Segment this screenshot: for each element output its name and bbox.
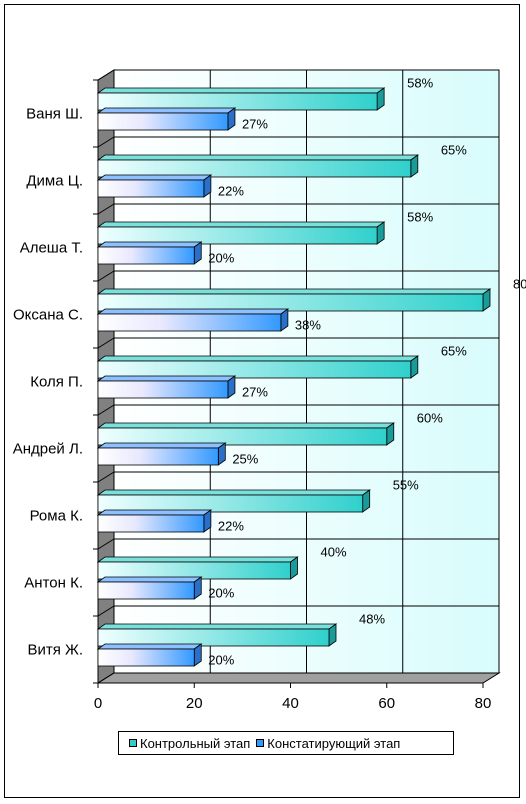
x-tick-label: 20 [186,695,203,712]
bar-series-2 [97,447,219,466]
data-label: 65% [441,143,467,158]
data-label: 60% [417,411,443,426]
bar-series-1 [97,427,388,446]
data-label: 27% [242,385,268,400]
bar-top-face [96,308,290,315]
bar-top-face [96,576,203,583]
data-label: 22% [218,184,244,199]
legend-item-series-1: Контрольный этап [129,736,250,751]
bar-series-2 [97,581,195,600]
gridline-side [97,203,115,215]
plot-floor [96,672,501,684]
bar-top-face [96,355,420,362]
bar-top-face [96,107,237,114]
data-label: 20% [208,586,234,601]
data-label: 80% [513,277,526,292]
bar-top-face [96,489,371,496]
data-label: 58% [407,210,433,225]
bar-top-face [96,422,395,429]
bar-series-1 [97,360,412,379]
bar-series-2 [97,514,205,533]
gridline-side [97,337,115,349]
bar-series-1 [97,494,364,513]
legend-label-series-2: Констатирующий этап [267,735,401,751]
bar-top-face [96,87,386,94]
x-tick-label: 40 [282,695,299,712]
legend: Контрольный этап Констатирующий этап [118,731,454,755]
gridline-side [97,404,115,416]
data-label: 58% [407,76,433,91]
data-label: 40% [321,545,347,560]
bar-top-face [96,509,213,516]
category-label: Рома К. [30,508,83,525]
bar-series-2 [97,380,229,399]
data-label: 20% [208,251,234,266]
gridline-side [97,69,115,81]
bar-top-face [96,241,203,248]
bar-top-face [96,174,213,181]
data-label: 55% [393,478,419,493]
bar-top-face [96,154,420,161]
bar-series-2 [97,112,229,131]
data-label: 20% [208,653,234,668]
x-tick-label: 0 [94,695,102,712]
bar-series-1 [97,92,378,111]
data-label: 27% [242,117,268,132]
gridline-side [97,136,115,148]
legend-swatch-series-2 [256,739,265,747]
x-tick-label: 80 [475,695,492,712]
category-label: Алеша Т. [20,240,83,257]
legend-swatch-series-1 [129,739,137,747]
x-tick-label: 60 [378,695,395,712]
category-label: Ваня Ш. [26,106,83,123]
bar-top-face [96,221,386,228]
category-label: Коля П. [30,374,83,391]
bar-top-face [96,643,203,650]
category-label: Андрей Л. [13,441,83,458]
gridline-side [97,538,115,550]
gridline-side [97,270,115,282]
legend-item-series-2: Констатирующий этап [256,736,400,751]
bar-series-2 [97,246,195,265]
data-label: 22% [218,519,244,534]
bar-top-face [96,623,338,630]
bar-series-2 [97,179,205,198]
category-label: Витя Ж. [27,642,83,659]
bar-series-1 [97,628,330,647]
bar-top-face [96,556,299,563]
category-label: Дима Ц. [26,173,83,190]
bar-series-2 [97,648,195,667]
category-label: Оксана С. [13,307,83,324]
gridline-side [97,471,115,483]
data-label: 48% [359,612,385,627]
bar-series-2 [97,313,282,332]
bar-series-1 [97,561,291,580]
bar-top-face [96,288,492,295]
bar-series-1 [97,226,378,245]
legend-label-series-1: Контрольный этап [140,735,251,751]
data-label: 65% [441,344,467,359]
bar-series-1 [97,293,484,312]
data-label: 38% [295,318,321,333]
gridline-side [97,605,115,617]
data-label: 25% [232,452,258,467]
bar-top-face [96,442,227,449]
bar-top-face [96,375,237,382]
category-label: Антон К. [24,575,83,592]
bar-series-1 [97,159,412,178]
gridline-side [97,672,115,684]
